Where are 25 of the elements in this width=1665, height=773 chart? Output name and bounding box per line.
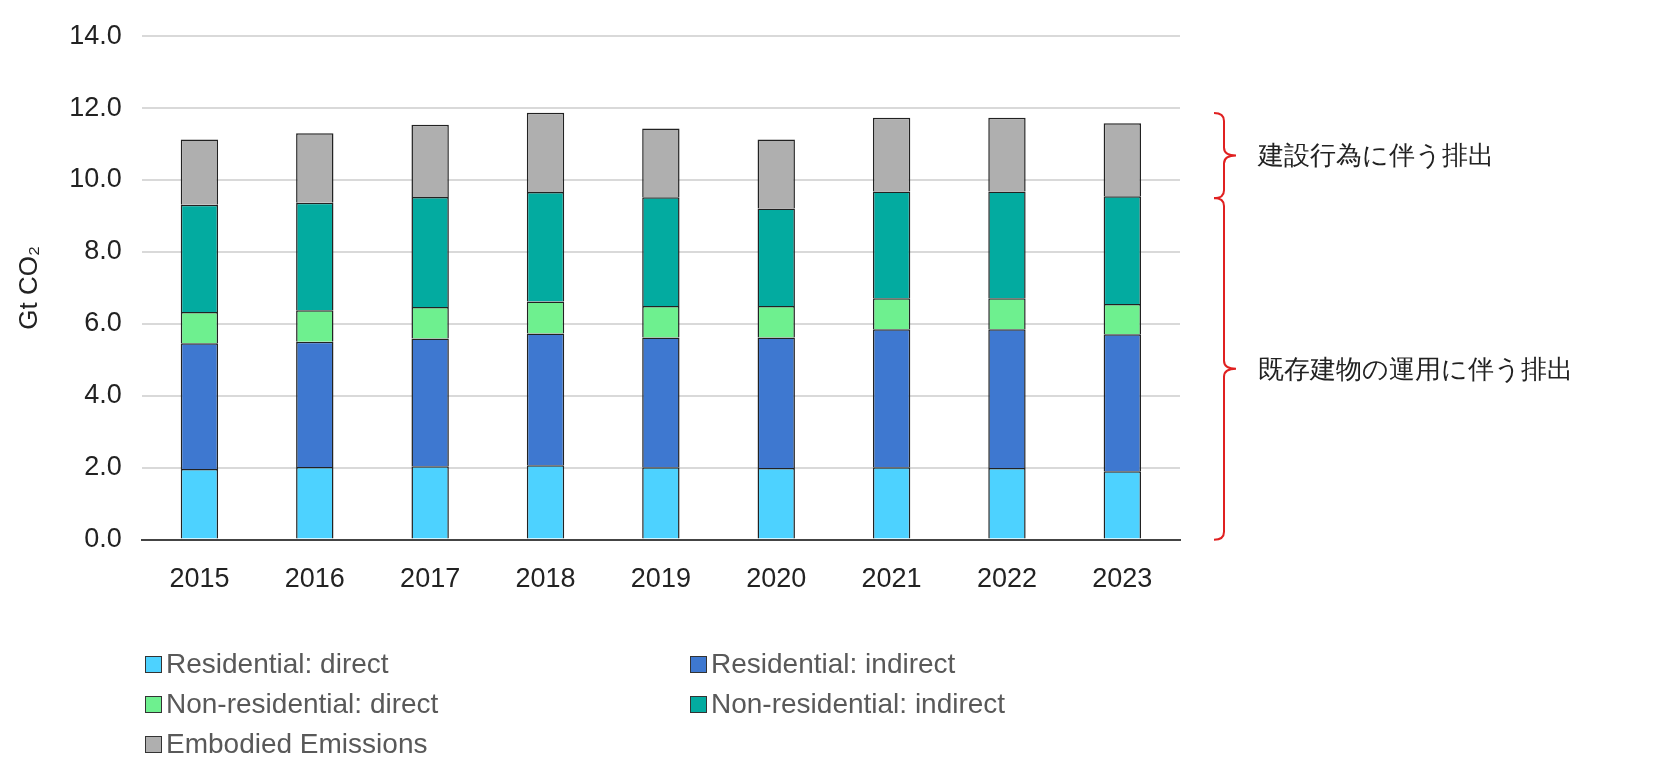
legend-label: Non-residential: indirect — [711, 688, 1006, 720]
legend-label: Embodied Emissions — [166, 728, 428, 760]
x-tick-label: 2016 — [284, 563, 345, 594]
y-tick-label: 2.0 — [84, 451, 122, 482]
legend-label: Non-residential: direct — [166, 688, 439, 720]
y-tick-label: 0.0 — [84, 523, 122, 554]
y-tick-label: 12.0 — [69, 91, 122, 122]
x-tick-label: 2018 — [515, 563, 576, 594]
y-axis-title: Gt CO₂ — [12, 246, 43, 330]
y-tick-label: 6.0 — [84, 307, 122, 338]
x-tick-label: 2017 — [400, 563, 461, 594]
y-tick-label: 10.0 — [69, 163, 122, 194]
y-tick-label: 4.0 — [84, 379, 122, 410]
x-tick-label: 2015 — [169, 563, 230, 594]
text: 建設行為に伴う排出 — [1258, 138, 1494, 172]
legend-label: Residential: direct — [166, 648, 389, 680]
x-tick-label: 2021 — [861, 563, 922, 594]
x-tick-label: 2019 — [630, 563, 691, 594]
x-tick-label: 2022 — [976, 563, 1037, 594]
text: 既存建物の運用に伴う排出 — [1258, 352, 1573, 386]
x-tick-label: 2023 — [1092, 563, 1153, 594]
y-tick-label: 14.0 — [69, 19, 122, 50]
legend-label: Residential: indirect — [711, 648, 956, 680]
y-tick-label: 8.0 — [84, 235, 122, 266]
x-tick-label: 2020 — [746, 563, 807, 594]
